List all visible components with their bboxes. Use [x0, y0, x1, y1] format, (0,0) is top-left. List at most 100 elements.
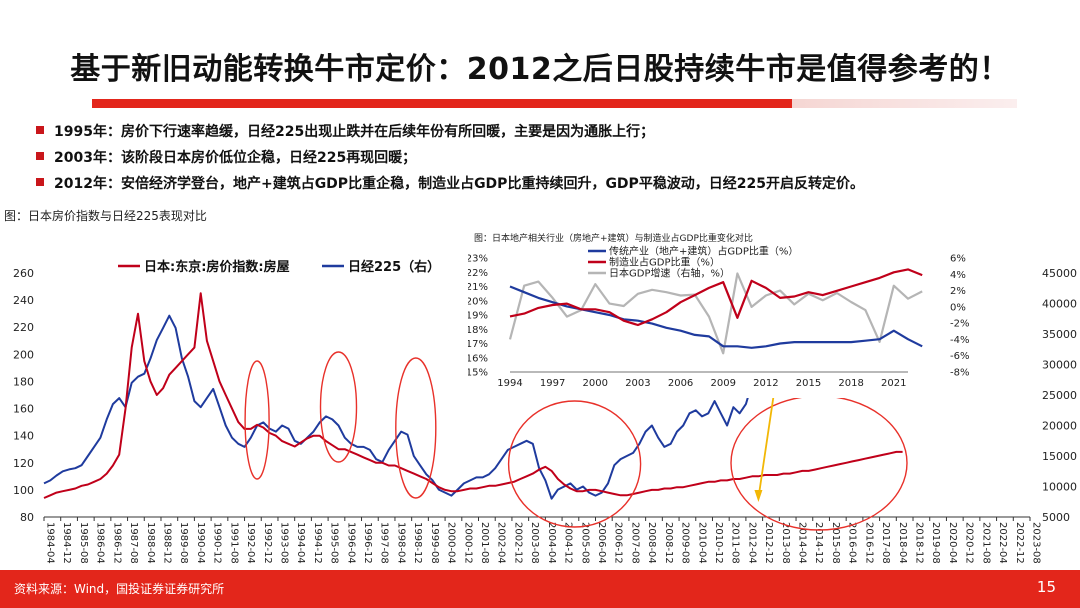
x-tick-label: 1991-08 [228, 522, 239, 564]
inset-x-tick-label: 2009 [710, 378, 735, 389]
arrow-head-icon [754, 490, 763, 502]
x-tick-label: 1986-12 [111, 522, 122, 564]
source-note: 资料来源：Wind，国投证券证券研究所 [14, 582, 225, 596]
inset-y-left-tick-label: 21% [468, 282, 488, 293]
y-left-tick-label: 200 [13, 348, 34, 361]
inset-y-left-tick-label: 19% [468, 311, 488, 322]
x-tick-label: 2021-08 [980, 522, 991, 564]
x-tick-label: 2002-12 [512, 522, 523, 564]
inset-x-tick-label: 1994 [497, 378, 522, 389]
x-tick-label: 2023-08 [1031, 522, 1042, 564]
inset-y-right-tick-label: -4% [950, 335, 969, 346]
y-right-tick-label: 25000 [1042, 389, 1077, 402]
inset-x-tick-label: 1997 [540, 378, 565, 389]
legend-label-house-price: 日本:东京:房价指数:房屋 [144, 259, 290, 275]
series-line-tokyo-house-price [43, 292, 903, 499]
x-tick-label: 1992-04 [245, 522, 256, 564]
x-tick-label: 1992-12 [262, 522, 273, 564]
y-left-tick-label: 140 [13, 430, 34, 443]
inset-legend-label: 日本GDP增速（右轴，%） [609, 267, 730, 280]
main-chart-axes: 80 100 120 140 160 180 200 220 240 260 5000 10000 15… [13, 267, 1077, 564]
inset-y-right-tick-label: 6% [950, 254, 966, 265]
inset-y-left-tick-label: 16% [468, 353, 488, 364]
x-tick-label: 1994-04 [295, 522, 306, 564]
x-tick-label: 1997-08 [379, 522, 390, 564]
arrow-marker [757, 389, 776, 499]
inset-legend-label: 传统产业（地产+建筑）占GDP比重（%） [609, 245, 798, 258]
x-tick-label: 1989-08 [178, 522, 189, 564]
x-tick-label: 2013-08 [780, 522, 791, 564]
x-tick-label: 1998-04 [395, 522, 406, 564]
x-tick-label: 2020-12 [964, 522, 975, 564]
x-tick-label: 2020-04 [947, 522, 958, 564]
legend-label-nikkei: 日经225（右） [348, 259, 440, 275]
inset-x-tick-label: 2003 [625, 378, 650, 389]
main-chart-legend: 日本:东京:房价指数:房屋 日经225（右） [118, 259, 440, 275]
inset-y-left-tick-label: 17% [468, 339, 488, 350]
x-tick-label: 2016-04 [847, 522, 858, 564]
x-tick-label: 1995-08 [329, 522, 340, 564]
bullet-text: 2003年：该阶段日本房价低位企稳，日经225再现回暖； [54, 150, 417, 166]
x-tick-label: 1988-12 [161, 522, 172, 564]
x-tick-label: 2018-04 [897, 522, 908, 564]
main-chart: 80 100 120 140 160 180 200 220 240 260 5000 10000 15… [13, 259, 1077, 564]
x-tick-label: 1996-04 [345, 522, 356, 564]
bullet-text: 2012年：安倍经济学登台，地产+建筑占GDP比重企稳，制造业占GDP比重持续回… [54, 176, 865, 192]
inset-y-right-tick-label: 2% [950, 286, 966, 297]
x-tick-label: 2012-04 [746, 522, 757, 564]
x-tick-label: 2008-04 [646, 522, 657, 564]
highlight-ellipse [395, 357, 437, 499]
y-right-tick-label: 10000 [1042, 481, 1077, 494]
y-right-tick-label: 20000 [1042, 420, 1077, 433]
inset-y-left-tick-label: 22% [468, 268, 488, 279]
title-underline [92, 99, 792, 108]
y-right-tick-label: 40000 [1042, 298, 1077, 311]
inset-x-tick-label: 2015 [796, 378, 821, 389]
x-tick-label: 2001-08 [479, 522, 490, 564]
inset-y-right-tick-label: -6% [950, 351, 969, 362]
x-tick-label: 2017-08 [880, 522, 891, 564]
bullet-square-icon [36, 178, 44, 186]
y-right-tick-label: 45000 [1042, 267, 1077, 280]
highlight-ellipse [319, 351, 358, 463]
title-underline-fade [792, 99, 1017, 108]
bullet-square-icon [36, 126, 44, 134]
x-tick-label: 2012-12 [763, 522, 774, 564]
x-tick-label: 2011-08 [730, 522, 741, 564]
x-tick-label: 1998-12 [412, 522, 423, 564]
x-tick-label: 2022-04 [997, 522, 1008, 564]
highlight-ellipse [507, 400, 642, 528]
x-tick-label: 2000-04 [446, 522, 457, 564]
y-left-tick-label: 160 [13, 403, 34, 416]
x-tick-label: 2015-08 [830, 522, 841, 564]
x-tick-label: 1987-08 [128, 522, 139, 564]
inset-series-manufacturing [509, 268, 923, 327]
x-tick-label: 1990-12 [212, 522, 223, 564]
inset-y-left-tick-label: 18% [468, 325, 488, 336]
x-tick-label: 2006-12 [613, 522, 624, 564]
x-tick-label: 2010-12 [713, 522, 724, 564]
x-tick-label: 1999-08 [429, 522, 440, 564]
inset-x-tick-label: 2018 [838, 378, 863, 389]
y-left-tick-label: 240 [13, 294, 34, 307]
y-right-tick-label: 5000 [1042, 511, 1070, 524]
page-title: 基于新旧动能转换牛市定价：2012之后日股持续牛市是值得参考的！ [70, 52, 1010, 87]
inset-x-tick-label: 2006 [668, 378, 693, 389]
bullet-list: 1995年：房价下行速率趋缓，日经225出现止跌并在后续年份有所回暖，主要是因为… [36, 119, 864, 197]
x-tick-label: 2007-08 [629, 522, 640, 564]
y-left-tick-label: 120 [13, 457, 34, 470]
inset-y-left-tick-label: 23% [468, 254, 488, 265]
x-tick-label: 2014-12 [813, 522, 824, 564]
y-right-tick-label: 15000 [1042, 450, 1077, 463]
bullet-text: 1995年：房价下行速率趋缓，日经225出现止跌并在后续年份有所回暖，主要是因为… [54, 124, 655, 140]
bullet-item: 2012年：安倍经济学登台，地产+建筑占GDP比重企稳，制造业占GDP比重持续回… [36, 171, 864, 197]
inset-chart: 图：日本地产相关行业（房地产+建筑）与制造业占GDP比重变化对比 15% 16% 17… [468, 228, 998, 398]
x-tick-label: 2000-12 [462, 522, 473, 564]
x-tick-label: 1996-12 [362, 522, 373, 564]
inset-legend-label: 制造业占GDP比重（%） [609, 256, 720, 269]
x-tick-label: 2014-04 [797, 522, 808, 564]
y-left-tick-label: 100 [13, 484, 34, 497]
x-tick-label: 2019-08 [930, 522, 941, 564]
x-tick-label: 2004-12 [563, 522, 574, 564]
x-tick-label: 2016-12 [863, 522, 874, 564]
